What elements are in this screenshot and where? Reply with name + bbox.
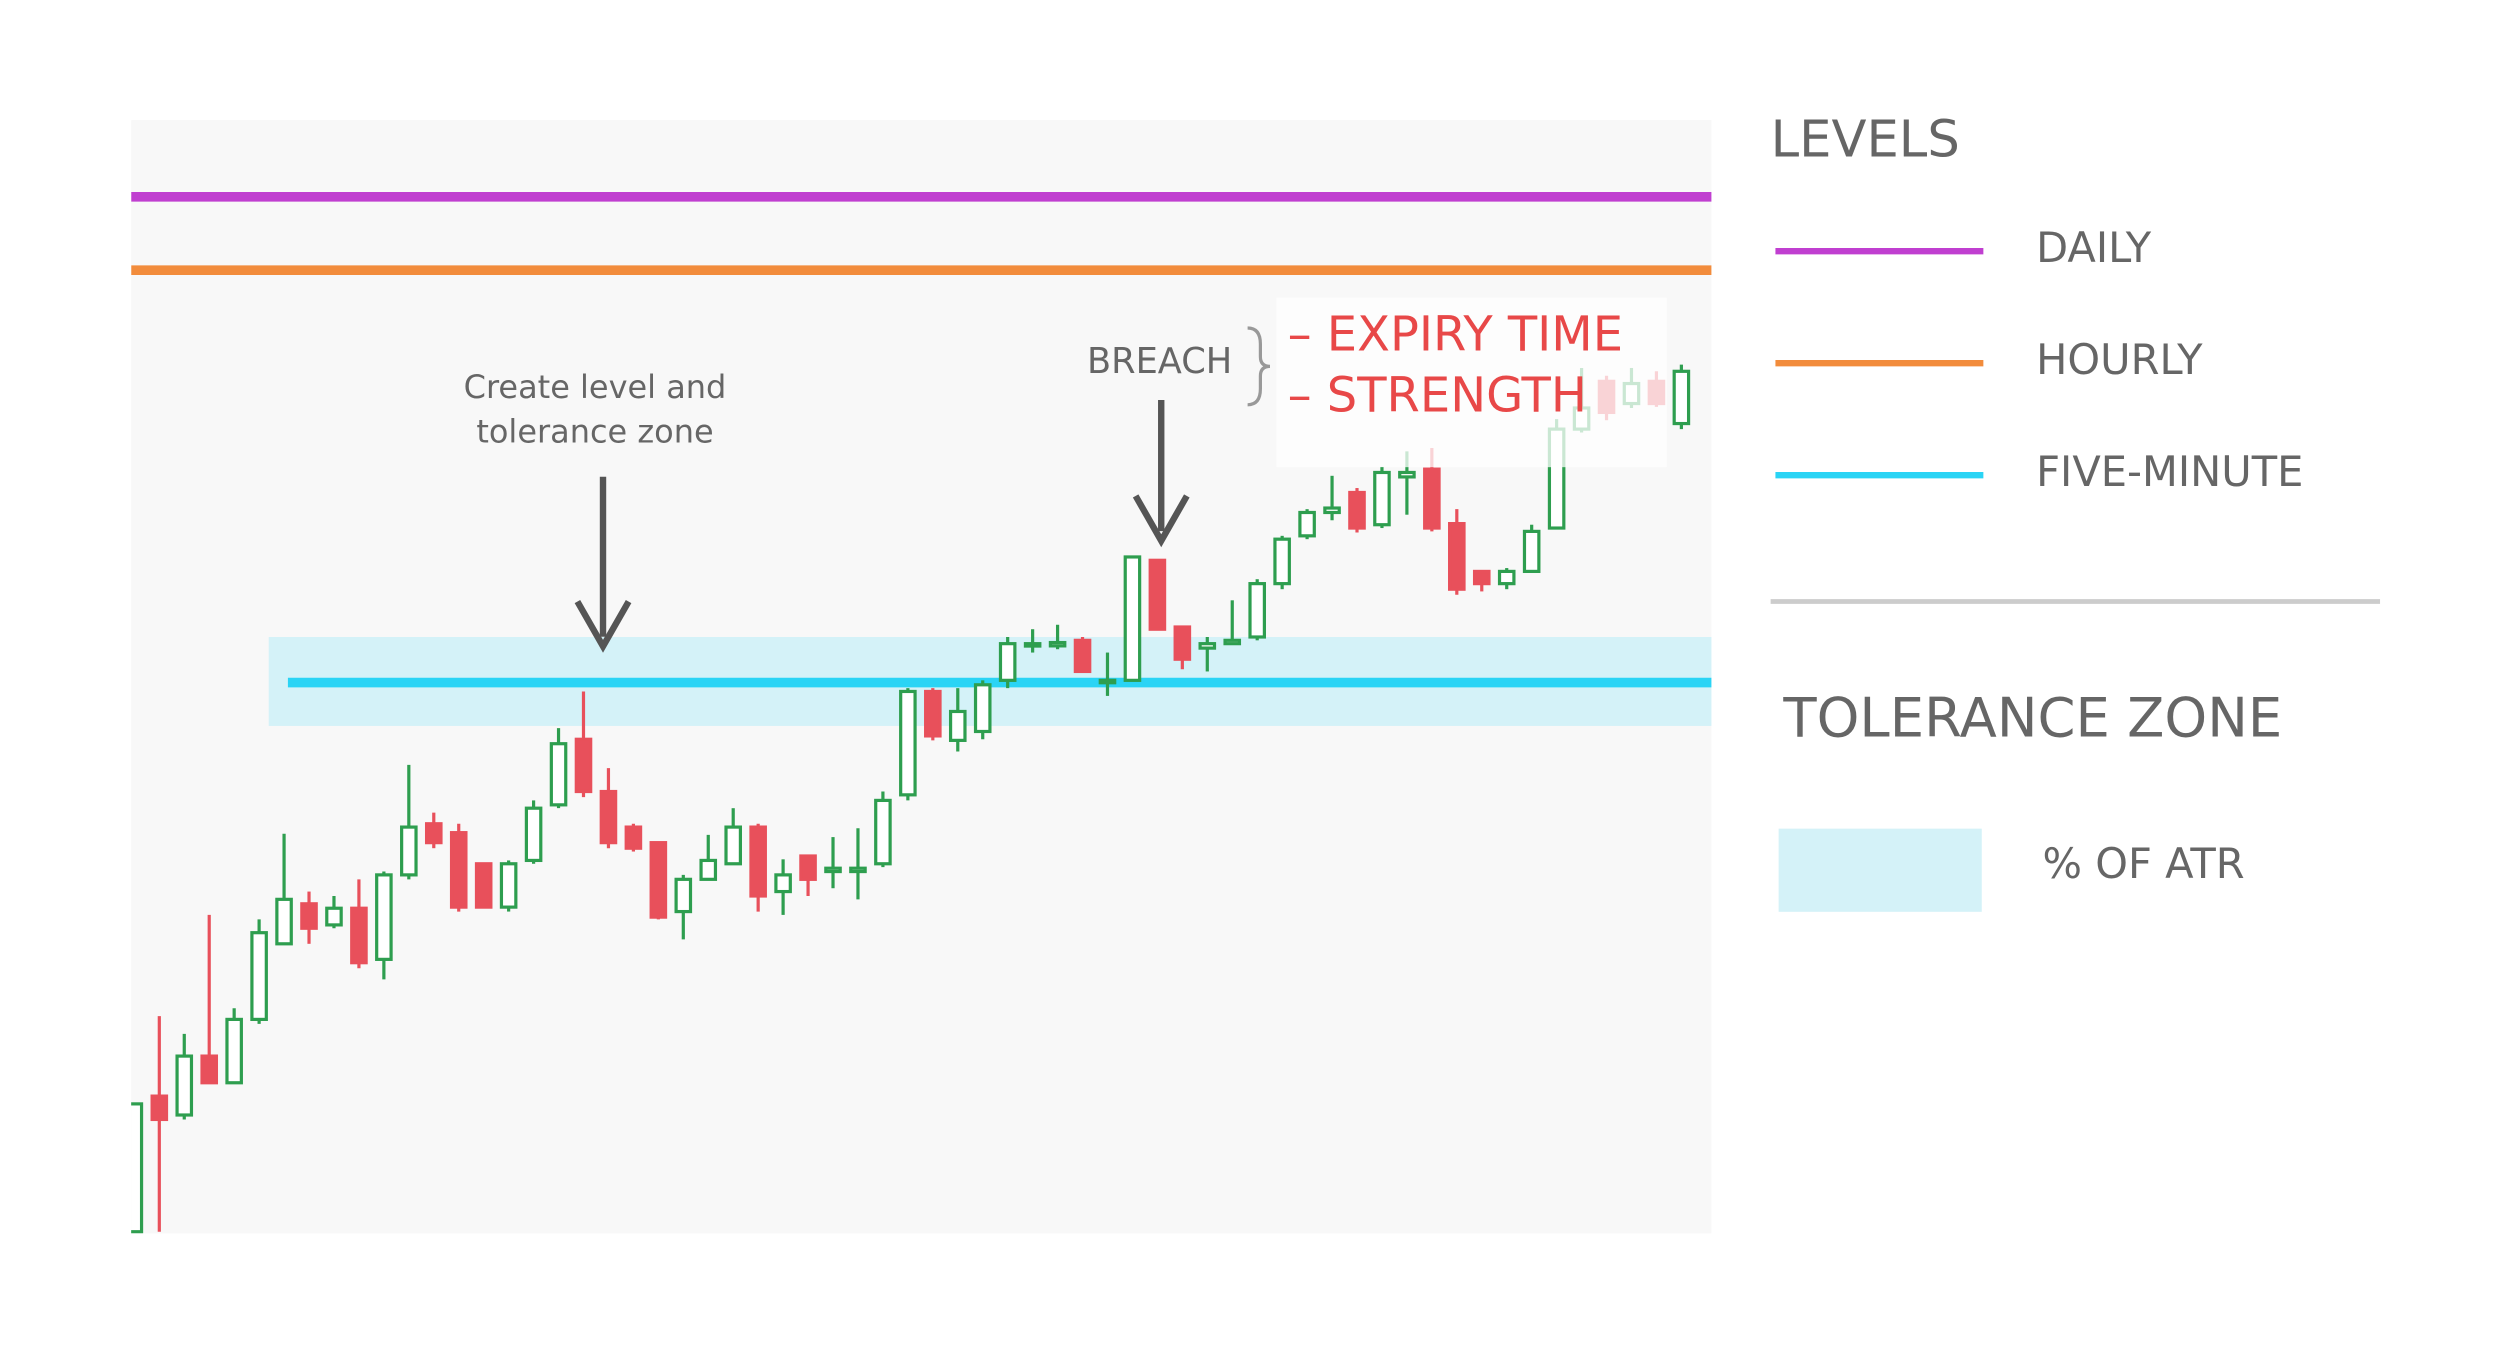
plot (131, 189, 1712, 1234)
candle-body (1148, 558, 1167, 631)
candle-body (1173, 625, 1192, 661)
annotation-note: – EXPIRY TIME (1288, 307, 1623, 363)
candle-body (150, 1094, 169, 1122)
candle-body (1098, 678, 1117, 685)
annotation: BREACH (1087, 341, 1232, 382)
candle-body (774, 873, 792, 894)
candle-body (799, 854, 817, 881)
candle-body (424, 822, 443, 845)
candle-body (200, 1054, 219, 1085)
candle-body (674, 877, 693, 914)
arrow-head (574, 599, 632, 653)
legend-label: DAILY (2036, 223, 2152, 272)
candle-body (724, 825, 743, 866)
legend-label: % OF ATR (2043, 839, 2245, 888)
candle-body (499, 862, 518, 909)
candle-body (549, 742, 568, 807)
candle-body (998, 642, 1017, 682)
candle-body (1398, 470, 1416, 479)
candle-body (1672, 369, 1691, 426)
candle-body (749, 825, 767, 898)
candle-body (624, 825, 643, 850)
candle-body (524, 806, 543, 863)
candle-body (1123, 555, 1142, 682)
candle-body (1223, 638, 1242, 646)
candle-body (599, 789, 618, 845)
candle-body (973, 683, 992, 734)
candle-body (1448, 522, 1466, 591)
candle-body (225, 1017, 243, 1085)
candle-body (1373, 470, 1391, 527)
legend-title: TOLERANCE ZONE (1782, 687, 2282, 750)
candle-body (1497, 569, 1516, 586)
candle-body (175, 1054, 194, 1117)
annotations: Create level and tolerance zone BREACH –… (464, 297, 1667, 653)
candle-body (849, 866, 867, 874)
arrow-head (1132, 494, 1190, 548)
candle-body (1273, 537, 1291, 586)
candle-body (350, 906, 368, 965)
candle-body (1198, 642, 1217, 650)
candle-body (899, 689, 917, 797)
candle-body (874, 798, 892, 866)
candle-body (649, 841, 668, 919)
candle-body (1522, 529, 1541, 574)
candle-body (474, 862, 493, 909)
annotation-note: – STRENGTH (1288, 367, 1587, 423)
legend-title: LEVELS (1771, 109, 1960, 169)
candle-body (1248, 582, 1266, 639)
note-backdrop (1276, 297, 1667, 468)
candle-body (1323, 506, 1341, 515)
annotation: tolerance zone (476, 413, 713, 451)
candle-body (1423, 467, 1441, 530)
legend-label: HOURLY (2036, 335, 2203, 384)
candle-body (275, 897, 293, 946)
candle-body (948, 709, 967, 742)
legend-label: FIVE-MINUTE (2036, 447, 2303, 496)
candle-body (1472, 569, 1491, 586)
legend: LEVELS TOLERANCE ZONE % OF ATR DAILY HOUR… (1770, 109, 2381, 912)
candle-body (250, 931, 268, 1021)
candle-body (449, 831, 468, 909)
candle-body (924, 689, 942, 738)
candle-body (1348, 490, 1366, 530)
candle-body (824, 866, 842, 874)
candle-body (574, 737, 593, 794)
candle-body (699, 858, 718, 881)
annotation: Create level and (464, 368, 727, 406)
candle-body (1048, 640, 1067, 648)
candle-body (300, 902, 318, 930)
legend-swatch (1778, 828, 1982, 912)
candle-body (325, 906, 343, 927)
candle-body (131, 1102, 144, 1234)
candle-body (400, 825, 418, 877)
candle-body (1023, 642, 1042, 648)
candle-body (1298, 510, 1316, 538)
candle-body (375, 873, 393, 961)
candle-body (1073, 638, 1092, 674)
